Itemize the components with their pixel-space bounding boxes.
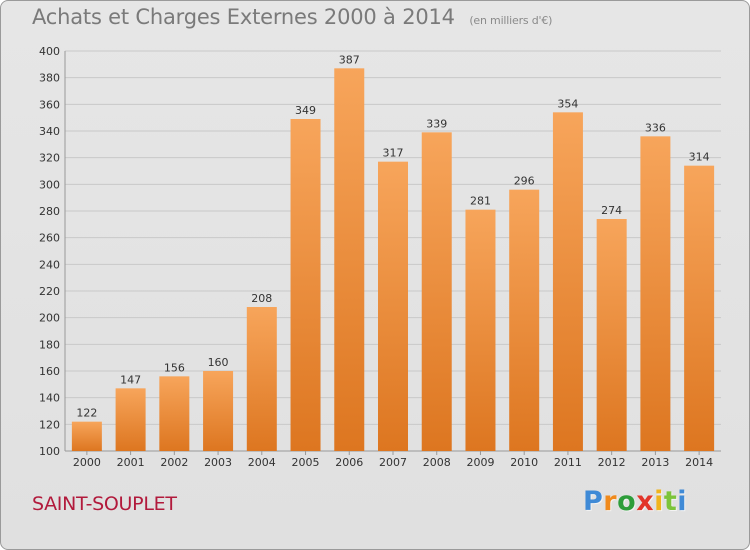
bar-value-label: 314 — [689, 151, 710, 164]
bar — [421, 132, 452, 452]
bar — [115, 388, 146, 451]
x-tick-label: 2000 — [73, 456, 101, 469]
y-tick-label: 300 — [39, 178, 60, 191]
logo-letter: P — [583, 486, 604, 517]
bar — [203, 371, 234, 451]
bar-value-label: 354 — [557, 97, 578, 110]
bar — [334, 68, 365, 451]
x-tick-label: 2007 — [379, 456, 407, 469]
y-tick-label: 340 — [39, 125, 60, 138]
bar — [378, 161, 408, 451]
bar-value-label: 387 — [339, 53, 360, 66]
bar — [465, 209, 496, 451]
x-tick-label: 2006 — [335, 456, 363, 469]
bar-value-label: 296 — [514, 175, 535, 188]
bar-value-label: 156 — [164, 361, 185, 374]
bars — [71, 68, 715, 452]
x-tick-label: 2008 — [423, 456, 451, 469]
x-tick-label: 2013 — [641, 456, 669, 469]
bar-value-label: 274 — [601, 204, 622, 217]
y-tick-label: 160 — [39, 365, 60, 378]
chart-title: Achats et Charges Externes 2000 à 2014 (… — [32, 5, 552, 29]
bar — [684, 165, 715, 451]
x-tick-label: 2010 — [510, 456, 538, 469]
y-tick-label: 120 — [39, 418, 60, 431]
logo-letter: t — [663, 486, 678, 517]
bar — [159, 376, 190, 451]
x-axis: 2000 2001 2002 2003 2004 2005 2006 2007 2008 2009… — [73, 451, 713, 469]
bar — [596, 219, 627, 451]
x-tick-label: 2002 — [160, 456, 188, 469]
y-tick-label: 360 — [39, 98, 60, 111]
logo-letter: o — [617, 486, 637, 517]
logo-letter: i — [677, 486, 688, 517]
logo-letter: x — [636, 486, 655, 517]
y-tick-label: 260 — [39, 232, 60, 245]
bar-value-label: 336 — [645, 121, 666, 134]
x-tick-label: 2003 — [204, 456, 232, 469]
x-tick-label: 2012 — [598, 456, 626, 469]
bar — [71, 421, 102, 451]
y-tick-label: 380 — [39, 72, 60, 85]
logo-letter: r — [603, 486, 618, 517]
y-tick-label: 200 — [39, 312, 60, 325]
bar-value-label: 208 — [251, 292, 272, 305]
y-tick-label: 240 — [39, 258, 60, 271]
place-name: SAINT-SOUPLET — [32, 493, 177, 515]
y-tick-label: 180 — [39, 338, 60, 351]
x-tick-label: 2009 — [466, 456, 494, 469]
y-tick-label: 320 — [39, 152, 60, 165]
y-tick-label: 100 — [39, 445, 60, 458]
bar-value-label: 147 — [120, 373, 141, 386]
y-tick-label: 400 — [39, 45, 60, 58]
y-tick-label: 280 — [39, 205, 60, 218]
bar-value-label: 160 — [208, 356, 229, 369]
bar-value-label: 317 — [383, 147, 404, 160]
bar-value-label: 122 — [76, 407, 97, 420]
x-tick-label: 2011 — [554, 456, 582, 469]
bar-value-label: 339 — [426, 117, 447, 130]
data-labels: 122 147 156 160 208 349 387 317 339 281 296 354 274 3… — [76, 53, 709, 419]
bar — [552, 112, 583, 451]
x-tick-label: 2004 — [248, 456, 276, 469]
bar — [246, 307, 277, 451]
proxiti-logo: Proxiti — [583, 486, 687, 517]
y-tick-label: 220 — [39, 285, 60, 298]
bar — [640, 136, 671, 452]
logo-letter: i — [654, 486, 664, 517]
chart-subtitle: (en milliers d'€) — [469, 14, 553, 27]
x-tick-label: 2001 — [117, 456, 145, 469]
chart-title-text: Achats et Charges Externes 2000 à 2014 — [32, 5, 455, 29]
bar — [290, 119, 321, 451]
y-axis: 100 120 140 160 180 200 220 240 260 280 300 320 340 3… — [39, 45, 721, 458]
x-tick-label: 2005 — [292, 456, 320, 469]
bar-value-label: 281 — [470, 195, 491, 208]
bar — [509, 189, 540, 451]
bar-value-label: 349 — [295, 104, 316, 117]
x-tick-label: 2014 — [685, 456, 713, 469]
y-tick-label: 140 — [39, 392, 60, 405]
